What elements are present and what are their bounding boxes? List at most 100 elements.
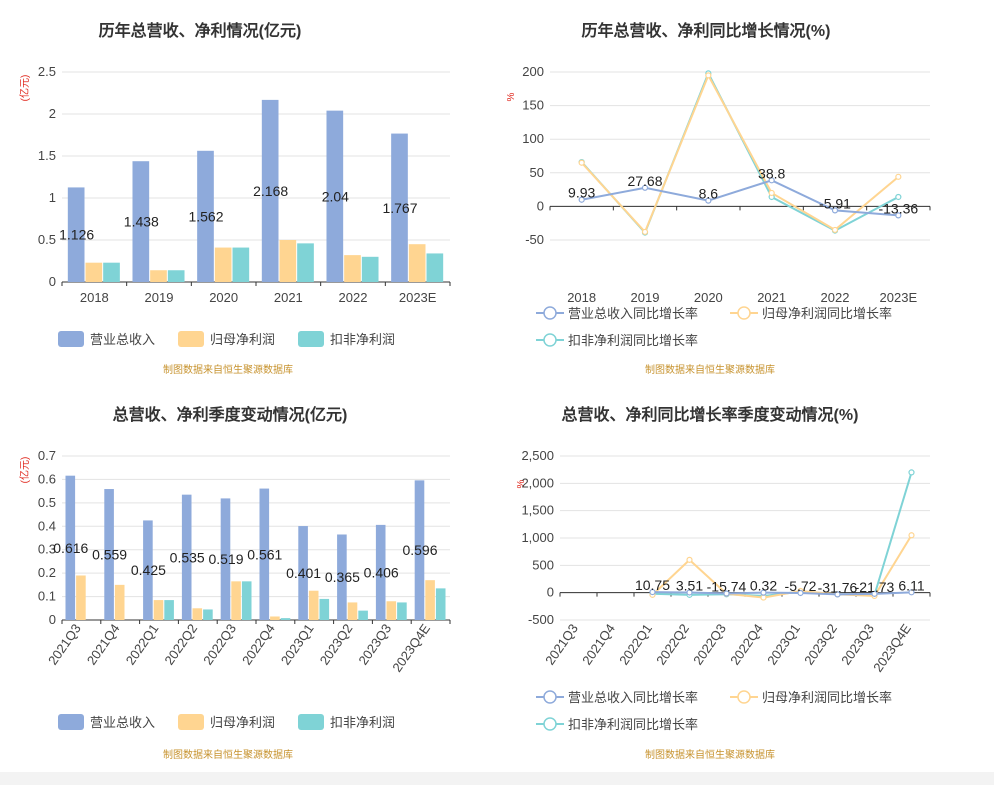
x-tick-label: 2021Q3 xyxy=(45,621,84,668)
point-营业总收入同比增长率-2022 xyxy=(831,207,839,214)
legend-item-2[interactable]: 归母净利润同比增长率 xyxy=(730,306,892,321)
legend-item-1[interactable]: 营业总收入 xyxy=(58,714,155,730)
point-营业总收入同比增长率-2022Q3 xyxy=(723,590,730,597)
point-扣非净利润同比增长率-2023Q4E xyxy=(908,469,915,476)
legend-swatch xyxy=(178,714,204,730)
x-tick-label: 2023Q4E xyxy=(389,621,433,675)
bar-归母净利润-2022Q3 xyxy=(231,581,241,620)
y-tick-label: 150 xyxy=(522,98,544,113)
bar-value-label: 0.425 xyxy=(131,562,166,578)
bar-营业总收入-2022Q4 xyxy=(259,488,270,620)
y-tick-label: 2.5 xyxy=(38,64,56,79)
y-tick-label: 0.3 xyxy=(38,542,56,557)
bar-归母净利润-2022Q1 xyxy=(153,600,164,620)
y-tick-label: -500 xyxy=(528,612,554,627)
x-tick-label: 2019 xyxy=(631,290,660,305)
y-tick-label: 0.6 xyxy=(38,471,56,486)
legend-item-3[interactable]: 扣非净利润 xyxy=(298,714,395,730)
y-tick-label: 1 xyxy=(49,190,56,205)
legend-marker-icon xyxy=(543,717,557,731)
y-tick-label: 1.5 xyxy=(38,148,56,163)
x-tick-label: 2023E xyxy=(880,290,918,305)
bar-扣非净利润-2019 xyxy=(167,270,185,282)
bar-营业总收入-2022 xyxy=(326,110,344,282)
point-营业总收入同比增长率-2022Q2 xyxy=(686,589,693,596)
x-tick-label: 2023Q2 xyxy=(801,621,840,668)
legend-marker-icon xyxy=(543,306,557,320)
point-归母净利润同比增长率-2023Q4E xyxy=(908,532,915,539)
line-value-label: 8.6 xyxy=(699,186,719,202)
x-tick-label: 2022 xyxy=(821,290,850,305)
bar-归母净利润-2020 xyxy=(214,247,232,282)
line-value-label: -31.76 xyxy=(818,579,858,595)
bar-value-label: 0.401 xyxy=(286,565,321,581)
y-tick-label: 50 xyxy=(530,165,544,180)
bar-营业总收入-2023E xyxy=(391,133,408,282)
x-tick-label: 2023Q4E xyxy=(870,621,914,675)
bar-营业总收入-2018 xyxy=(67,187,85,282)
bar-归母净利润-2022 xyxy=(344,255,361,282)
bar-value-label: 0.559 xyxy=(92,547,127,563)
point-营业总收入同比增长率-2019 xyxy=(641,184,649,191)
legend-label: 营业总收入 xyxy=(90,332,155,347)
legend-item-1[interactable]: 营业总收入同比增长率 xyxy=(536,306,698,321)
line-value-label: 27.68 xyxy=(627,173,662,189)
x-tick-label: 2018 xyxy=(567,290,596,305)
x-tick-label: 2020 xyxy=(694,290,723,305)
point-归母净利润同比增长率-2023E xyxy=(895,173,902,180)
line-value-label: 9.93 xyxy=(568,185,595,201)
y-tick-label: 2,500 xyxy=(521,448,554,463)
y-tick-label: 1,500 xyxy=(521,503,554,518)
bar-扣非净利润-2022Q4 xyxy=(280,618,291,620)
footer-band xyxy=(0,772,994,785)
line-value-label: 10.75 xyxy=(635,577,670,593)
point-营业总收入同比增长率-2023Q3 xyxy=(871,590,878,597)
bar-营业总收入-2019 xyxy=(132,161,150,282)
x-tick-label: 2023Q3 xyxy=(355,621,394,668)
legend-item-1[interactable]: 营业总收入同比增长率 xyxy=(536,690,698,705)
chart-2: 历年总营收、净利同比增长情况(%)% -50 0 50 100 150 200 2018 201… xyxy=(506,21,931,376)
bar-营业总收入-2023Q1 xyxy=(298,526,308,620)
legend-item-3[interactable]: 扣非净利润同比增长率 xyxy=(536,717,698,732)
bar-value-label: 0.561 xyxy=(247,546,282,562)
legend-label: 归母净利润 xyxy=(210,715,275,730)
y-axis-label: (亿元) xyxy=(18,75,31,102)
y-axis-label: % xyxy=(506,92,517,101)
bar-归母净利润-2019 xyxy=(150,270,167,282)
line-value-label: 0.32 xyxy=(750,578,777,594)
x-tick-label: 2023Q1 xyxy=(278,621,317,668)
y-tick-label: -50 xyxy=(525,232,544,247)
line-value-label: 3.51 xyxy=(676,577,703,593)
x-tick-label: 2020 xyxy=(209,290,238,305)
legend-label: 归母净利润 xyxy=(210,332,275,347)
legend-item-3[interactable]: 扣非净利润 xyxy=(298,331,395,347)
point-归母净利润同比增长率-2019 xyxy=(641,228,649,236)
legend-marker-icon xyxy=(737,690,751,704)
y-tick-label: 0.7 xyxy=(38,448,56,463)
x-tick-label: 2022Q3 xyxy=(200,621,239,668)
legend-label: 营业总收入 xyxy=(90,715,155,730)
x-tick-label: 2022Q3 xyxy=(690,621,729,668)
legend-item-2[interactable]: 归母净利润 xyxy=(178,331,275,347)
x-tick-label: 2022 xyxy=(339,290,368,305)
legend-label: 营业总收入同比增长率 xyxy=(568,690,698,705)
y-tick-label: 100 xyxy=(522,131,544,146)
source-note: 制图数据来自恒生聚源数据库 xyxy=(163,748,293,761)
legend-item-2[interactable]: 归母净利润同比增长率 xyxy=(730,690,892,705)
bar-营业总收入-2023Q4E xyxy=(414,480,425,620)
line-value-label: -13.36 xyxy=(878,200,918,216)
legend-item-2[interactable]: 归母净利润 xyxy=(178,714,275,730)
bar-归母净利润-2023Q2 xyxy=(347,602,358,620)
bar-扣非净利润-2023E xyxy=(426,253,444,282)
y-tick-label: 200 xyxy=(522,64,544,79)
legend-item-1[interactable]: 营业总收入 xyxy=(58,331,155,347)
point-营业总收入同比增长率-2023Q4E xyxy=(908,589,915,596)
bar-归母净利润-2023Q4E xyxy=(425,580,435,620)
y-tick-label: 0.1 xyxy=(38,589,56,604)
x-tick-label: 2022Q1 xyxy=(123,621,162,668)
legend-label: 归母净利润同比增长率 xyxy=(762,306,892,321)
legend-item-3[interactable]: 扣非净利润同比增长率 xyxy=(536,333,698,348)
bar-扣非净利润-2021 xyxy=(297,243,314,282)
x-tick-label: 2022Q2 xyxy=(161,621,200,668)
y-axis-label: % xyxy=(516,479,527,488)
